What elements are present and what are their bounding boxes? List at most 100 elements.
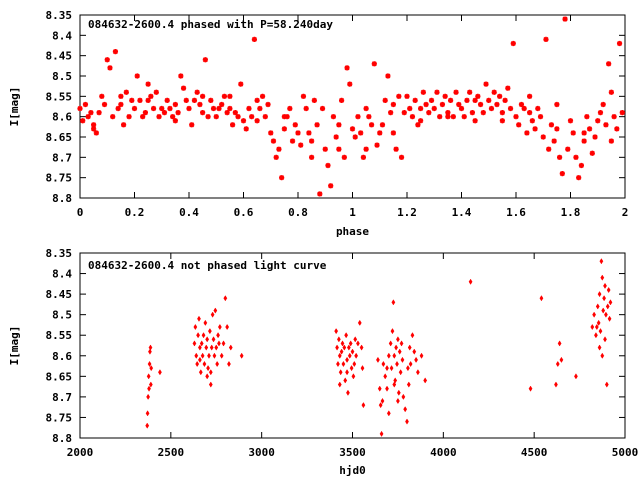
data-point (606, 286, 611, 294)
data-point (347, 81, 353, 87)
data-point (354, 352, 359, 359)
data-point (148, 93, 154, 99)
data-point (281, 114, 287, 120)
x-tick-label: 0 (77, 206, 84, 219)
data-point (115, 105, 121, 112)
data-point (339, 97, 345, 103)
data-point (196, 332, 200, 339)
data-point (213, 114, 219, 120)
data-point (383, 373, 388, 380)
data-point (96, 110, 102, 116)
data-point (529, 118, 535, 124)
data-point (216, 105, 222, 112)
data-point (559, 171, 565, 177)
data-point (235, 114, 241, 120)
x-axis-label: hjd0 (339, 464, 366, 477)
data-point (461, 114, 467, 120)
data-point (238, 81, 244, 87)
data-point (338, 369, 343, 376)
data-point (388, 340, 393, 347)
data-point (284, 114, 290, 120)
data-point (232, 110, 238, 116)
data-point (194, 89, 200, 95)
data-point (521, 105, 527, 112)
data-point (189, 122, 195, 128)
data-point (205, 114, 211, 120)
data-point (200, 352, 205, 359)
data-point (453, 89, 459, 95)
y-tick-label: 8.35 (46, 9, 73, 22)
data-point (200, 110, 206, 116)
data-point (240, 118, 247, 124)
y-axis-label: I[mag] (8, 87, 21, 127)
data-point (494, 101, 500, 108)
data-point (227, 93, 233, 99)
data-point (146, 393, 151, 400)
x-tick-label: 1.4 (452, 206, 472, 219)
data-point (197, 315, 201, 322)
data-point (172, 118, 178, 124)
data-point (603, 336, 607, 343)
data-point (207, 328, 212, 335)
data-point (107, 65, 113, 71)
data-point (347, 352, 352, 359)
data-point (214, 344, 219, 351)
data-point (345, 356, 349, 363)
data-point (145, 410, 150, 417)
data-point (502, 97, 508, 103)
data-point (180, 85, 187, 91)
chart-title: 084632-2600.4 phased with P=58.240day (88, 18, 333, 31)
data-point (227, 105, 233, 112)
y-tick-label: 8.55 (46, 90, 73, 103)
data-point (600, 101, 606, 108)
data-point (398, 154, 405, 160)
data-point (467, 89, 473, 95)
y-axis-label: I[mag] (8, 326, 21, 366)
data-point (546, 146, 552, 152)
data-point (557, 154, 563, 160)
data-point (257, 105, 263, 112)
data-point (239, 352, 244, 359)
data-point (396, 389, 401, 396)
data-point (148, 348, 152, 355)
data-point (352, 360, 357, 368)
data-point (344, 332, 349, 339)
data-point (431, 105, 437, 112)
data-point (567, 118, 574, 124)
data-point (396, 336, 400, 343)
data-point (279, 175, 285, 181)
data-point (605, 303, 610, 310)
x-tick-label: 2 (622, 206, 629, 219)
data-point (386, 410, 391, 417)
data-point (118, 101, 124, 108)
data-point (539, 295, 544, 302)
data-point (600, 274, 605, 281)
data-point (118, 93, 124, 99)
data-point (334, 328, 339, 335)
data-point (360, 365, 365, 372)
data-point (309, 138, 315, 144)
data-point (397, 348, 402, 355)
data-point (265, 101, 271, 108)
data-point (590, 323, 595, 331)
data-point (205, 373, 210, 380)
data-point (390, 130, 396, 136)
data-point (199, 340, 204, 347)
data-point (598, 328, 603, 335)
data-point (565, 146, 571, 152)
data-point (597, 110, 604, 116)
x-axis-label: phase (336, 225, 369, 238)
data-point (468, 278, 473, 285)
data-point (208, 381, 213, 388)
y-tick-label: 8.5 (52, 70, 72, 83)
data-point (202, 360, 207, 368)
data-point (410, 332, 415, 339)
data-point (385, 73, 391, 79)
data-point (400, 356, 405, 363)
data-point (230, 122, 236, 128)
data-point (93, 130, 99, 136)
data-point (351, 373, 356, 380)
y-tick-label: 8.75 (46, 411, 73, 424)
data-point (145, 97, 151, 103)
data-point (202, 57, 208, 63)
